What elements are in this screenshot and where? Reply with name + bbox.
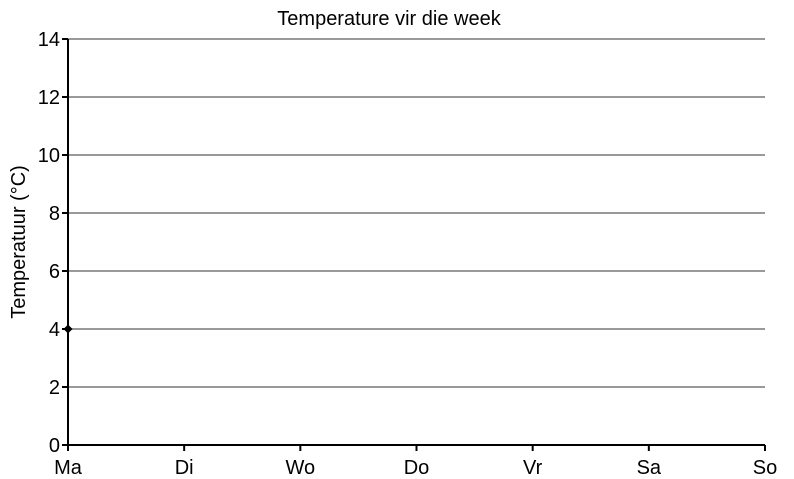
gridlines (68, 38, 765, 388)
y-tick-label-3: 6 (49, 261, 60, 283)
data-points (63, 324, 73, 334)
y-tick-label-6: 12 (38, 87, 60, 109)
x-tick-label-2: Wo (286, 457, 316, 479)
chart-title: Temperature vir die week (277, 8, 501, 30)
y-tick-label-2: 4 (49, 319, 60, 341)
data-point-0-0 (63, 324, 73, 334)
y-axis-ticks: 0 2 4 6 8 10 12 14 (38, 29, 68, 457)
x-axis-ticks: Ma Di Wo Do Vr Sa So (54, 445, 777, 479)
x-tick-label-0: Ma (54, 457, 83, 479)
y-tick-label-7: 14 (38, 29, 60, 51)
y-tick-label-4: 8 (49, 203, 60, 225)
y-tick-label-1: 2 (49, 377, 60, 399)
x-tick-label-6: So (753, 457, 777, 479)
x-tick-label-5: Sa (637, 457, 662, 479)
x-tick-label-1: Di (175, 457, 194, 479)
axes (67, 39, 765, 446)
y-axis-label: Temperatuur (°C) (8, 165, 30, 319)
y-tick-label-5: 10 (38, 145, 60, 167)
x-tick-label-3: Do (404, 457, 430, 479)
x-tick-label-4: Vr (523, 457, 543, 479)
y-tick-label-0: 0 (49, 435, 60, 457)
